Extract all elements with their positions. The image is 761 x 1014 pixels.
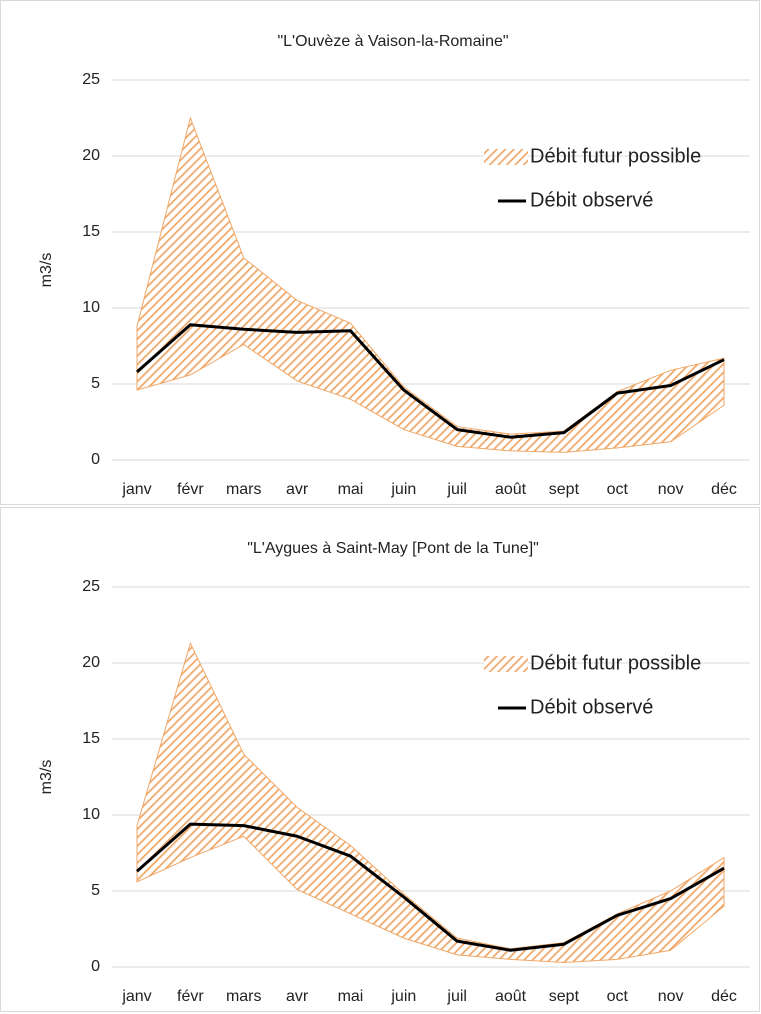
legend-label: Débit observé [530, 696, 653, 718]
x-tick-label: févr [177, 481, 204, 498]
x-tick-label: juin [390, 988, 416, 1005]
legend-label: Débit futur possible [530, 145, 701, 167]
x-tick-label: mars [226, 988, 262, 1005]
x-tick-label: janv [121, 481, 151, 498]
legend-swatch [484, 149, 528, 165]
x-tick-label: déc [711, 481, 737, 498]
x-tick-label: mai [338, 481, 364, 498]
x-tick-label: nov [658, 988, 684, 1005]
x-tick-label: juin [390, 481, 416, 498]
x-tick-label: mars [226, 481, 262, 498]
y-axis-label: m3/s [38, 253, 55, 288]
x-tick-label: juil [446, 988, 467, 1005]
x-tick-label: avr [286, 988, 309, 1005]
x-tick-label: janv [121, 988, 151, 1005]
y-tick-label: 25 [82, 578, 100, 595]
legend-label: Débit observé [530, 189, 653, 211]
x-tick-label: nov [658, 481, 684, 498]
y-tick-label: 25 [82, 71, 100, 88]
chart: "L'Aygues à Saint-May [Pont de la Tune]"… [0, 507, 760, 1012]
range-band [136, 116, 725, 453]
y-tick-label: 20 [82, 654, 100, 671]
x-tick-label: févr [177, 988, 204, 1005]
chart: "L'Ouvèze à Vaison-la-Romaine" m3/s 0 5 10 15… [0, 0, 760, 505]
data-line [136, 323, 725, 439]
x-tick-label: sept [549, 988, 580, 1005]
x-tick-label: sept [549, 481, 580, 498]
x-tick-label: mai [338, 988, 364, 1005]
x-tick-label: août [495, 481, 527, 498]
chart-title: "L'Aygues à Saint-May [Pont de la Tune]" [247, 540, 539, 557]
y-tick-label: 15 [82, 730, 100, 747]
x-tick-label: oct [607, 988, 629, 1005]
y-axis-label: m3/s [38, 760, 55, 795]
range-band [136, 641, 725, 963]
x-tick-label: avr [286, 481, 309, 498]
y-tick-label: 10 [82, 806, 100, 823]
x-tick-label: juil [446, 481, 467, 498]
chart-title: "L'Ouvèze à Vaison-la-Romaine" [277, 33, 508, 50]
x-tick-label: oct [607, 481, 629, 498]
legend-swatch [484, 656, 528, 672]
y-tick-label: 0 [91, 451, 100, 468]
y-tick-label: 10 [82, 299, 100, 316]
y-tick-label: 20 [82, 147, 100, 164]
legend-label: Débit futur possible [530, 652, 701, 674]
x-tick-label: août [495, 988, 527, 1005]
y-tick-label: 5 [91, 375, 100, 392]
data-line [136, 822, 725, 952]
y-tick-label: 0 [91, 958, 100, 975]
y-tick-label: 15 [82, 223, 100, 240]
y-tick-label: 5 [91, 882, 100, 899]
x-tick-label: déc [711, 988, 737, 1005]
